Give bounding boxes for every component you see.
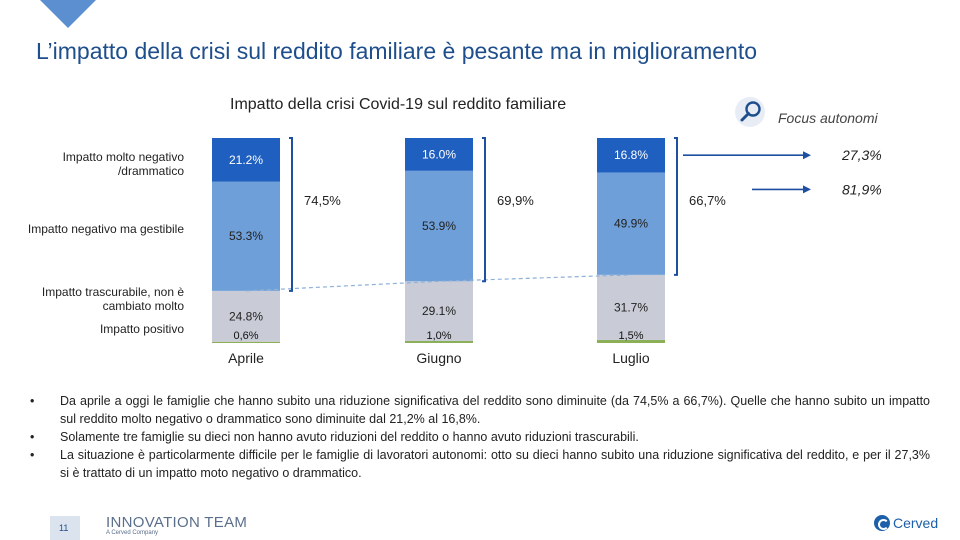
bullet-item: Solamente tre famiglie su dieci non hann… (30, 428, 930, 446)
magnifier-icon (735, 97, 765, 127)
bar-segment (405, 170, 473, 282)
row-label-molto-negativo: Impatto molto negativo /drammatico (62, 150, 184, 178)
data-label: 49.9% (614, 217, 648, 231)
slide-title: L’impatto della crisi sul reddito famili… (36, 38, 758, 64)
category-label: Giugno (416, 350, 461, 366)
stacked-bar-chart: Aprile Giugno Luglio 0,6% 1,0% 1,5% 24.8% 29.1%… (212, 137, 882, 366)
bar-segment (597, 172, 665, 275)
brand-subtitle: A Cerved Company (106, 530, 159, 536)
category-label: Luglio (612, 350, 650, 366)
data-label: 29.1% (422, 304, 456, 318)
bar-segment (212, 181, 280, 291)
page-number-box: 11 (50, 516, 80, 540)
bracket (674, 137, 678, 276)
focus-molto-negativo-value: 27,3% (841, 147, 882, 163)
data-label: 53.3% (229, 229, 263, 243)
negative-total-label: 66,7% (689, 193, 726, 208)
bar-segment (212, 138, 280, 182)
cerved-logo-icon (874, 515, 890, 531)
bullet-item: Da aprile a oggi le famiglie che hanno s… (30, 392, 930, 428)
data-label: 24.8% (229, 309, 263, 323)
bracket (482, 137, 486, 283)
negative-total-label: 69,9% (497, 193, 534, 208)
focus-arrowhead (803, 185, 811, 194)
cerved-logo: Cerved (874, 512, 938, 534)
bar-segment (212, 341, 280, 343)
bar-segment (597, 274, 665, 340)
row-label-negativo-gestibile: Impatto negativo ma gestibile (27, 222, 184, 236)
bracket (289, 137, 293, 292)
data-label: 21.2% (229, 153, 263, 167)
data-label: 16.8% (614, 148, 648, 162)
page-number: 11 (59, 523, 69, 533)
focus-totale-negativo-value: 81,9% (842, 181, 882, 197)
data-label: 53.9% (422, 219, 456, 233)
data-label: 0,6% (233, 330, 258, 342)
brand-logo-text: INNOVATION TEAM (106, 514, 248, 531)
bar-segment (405, 340, 473, 343)
negative-total-label: 74,5% (304, 193, 341, 208)
bar-segment (212, 290, 280, 342)
focus-arrowhead (803, 151, 811, 160)
bar-segment (597, 339, 665, 343)
data-label: 16.0% (422, 147, 456, 161)
bullet-item: La situazione è particolarmente difficil… (30, 446, 930, 482)
data-label: 1,0% (426, 330, 451, 342)
row-label-positivo: Impatto positivo (99, 322, 184, 336)
bar-segment (597, 138, 665, 173)
data-label: 31.7% (614, 300, 648, 314)
row-label-trascurabile: Impatto trascurabile, non è cambiato mol… (41, 285, 184, 313)
trend-line (245, 274, 632, 292)
focus-autonomi-label: Focus autonomi (778, 110, 878, 126)
data-label: 1,5% (618, 330, 643, 342)
category-label: Aprile (228, 350, 264, 366)
bar-segment (405, 138, 473, 171)
chart-title: Impatto della crisi Covid-19 sul reddito… (230, 96, 567, 113)
cerved-logo-text: Cerved (893, 515, 939, 531)
bar-segment (405, 281, 473, 341)
bullet-list: Da aprile a oggi le famiglie che hanno s… (30, 392, 930, 482)
corner-decoration (40, 0, 96, 28)
